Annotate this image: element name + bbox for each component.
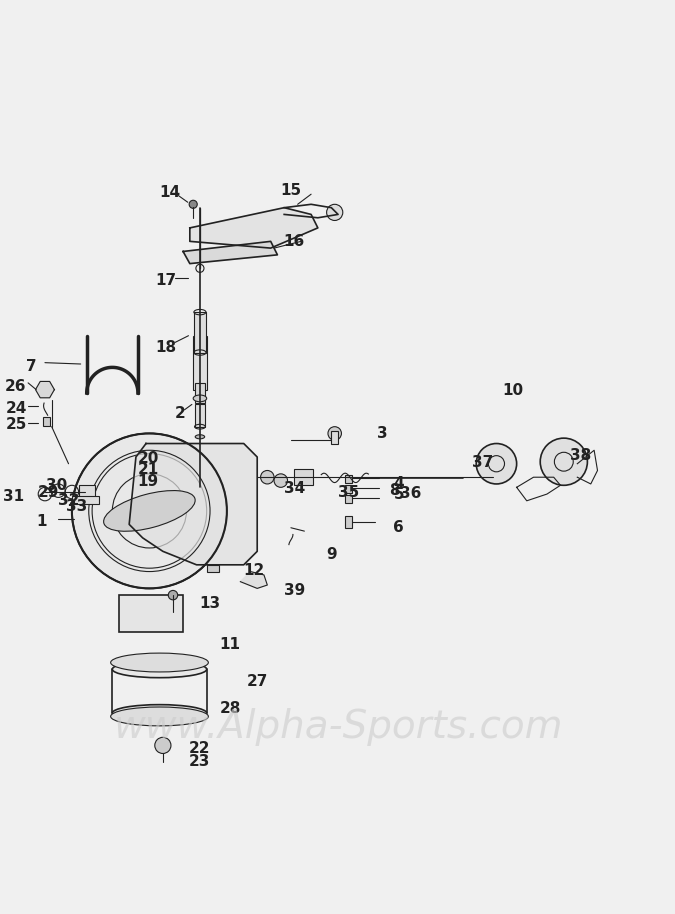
Text: 22: 22	[189, 740, 211, 756]
Text: 8: 8	[389, 484, 400, 498]
Text: 14: 14	[159, 186, 180, 200]
Text: 4: 4	[394, 476, 404, 492]
Bar	[72, 496, 99, 505]
Text: 25: 25	[5, 417, 26, 432]
Bar	[345, 475, 352, 484]
Text: 13: 13	[200, 596, 221, 611]
Text: 3: 3	[377, 426, 387, 441]
Text: 38: 38	[570, 448, 591, 463]
Bar	[193, 335, 207, 389]
Bar	[119, 595, 183, 632]
Text: 28: 28	[219, 701, 241, 716]
Text: 31: 31	[3, 489, 24, 504]
Text: 34: 34	[284, 481, 305, 496]
Circle shape	[540, 438, 587, 485]
Text: 6: 6	[394, 520, 404, 536]
Text: 27: 27	[246, 674, 268, 689]
Text: 33: 33	[66, 499, 87, 515]
Bar	[345, 485, 352, 494]
Bar	[43, 418, 50, 426]
Text: 36: 36	[400, 486, 421, 501]
Text: 7: 7	[26, 358, 36, 374]
Text: 16: 16	[284, 234, 305, 249]
Text: 26: 26	[5, 378, 27, 394]
Polygon shape	[183, 241, 277, 263]
Text: 24: 24	[5, 401, 26, 416]
Circle shape	[328, 427, 342, 441]
Bar	[194, 312, 206, 353]
Ellipse shape	[104, 491, 195, 531]
Bar	[294, 469, 313, 485]
Text: 11: 11	[220, 637, 241, 652]
Circle shape	[155, 738, 171, 753]
Text: 32: 32	[58, 494, 79, 508]
Bar	[345, 515, 352, 527]
Text: 21: 21	[138, 462, 159, 476]
Text: 35: 35	[338, 485, 359, 500]
Polygon shape	[36, 381, 55, 398]
Bar	[195, 383, 205, 403]
Polygon shape	[129, 443, 257, 565]
Text: 10: 10	[503, 384, 524, 399]
Text: 1: 1	[36, 514, 47, 528]
Polygon shape	[190, 207, 318, 248]
Text: 37: 37	[472, 455, 493, 470]
Bar	[331, 431, 338, 443]
Text: 5: 5	[394, 486, 404, 502]
Bar	[207, 565, 219, 571]
Ellipse shape	[112, 705, 207, 721]
Ellipse shape	[111, 654, 209, 672]
Ellipse shape	[193, 395, 207, 402]
Text: 18: 18	[156, 340, 177, 356]
Circle shape	[168, 590, 178, 600]
Text: 12: 12	[243, 563, 265, 578]
Circle shape	[72, 433, 227, 589]
Circle shape	[189, 200, 197, 208]
Text: 19: 19	[138, 474, 159, 489]
Bar	[79, 485, 95, 497]
Circle shape	[327, 205, 343, 220]
Text: 20: 20	[137, 451, 159, 466]
Polygon shape	[240, 571, 267, 589]
Text: 39: 39	[284, 583, 305, 598]
Ellipse shape	[112, 661, 207, 677]
Text: www.Alpha-Sports.com: www.Alpha-Sports.com	[113, 707, 563, 746]
Circle shape	[274, 473, 288, 487]
Ellipse shape	[195, 435, 205, 439]
Text: 2: 2	[174, 406, 185, 420]
Text: 29: 29	[38, 485, 59, 500]
Circle shape	[261, 471, 274, 484]
Bar	[345, 495, 352, 504]
Circle shape	[477, 443, 516, 484]
Text: 23: 23	[189, 754, 211, 769]
Text: 9: 9	[326, 547, 337, 562]
Text: 30: 30	[46, 478, 67, 493]
Text: 17: 17	[156, 273, 177, 288]
Ellipse shape	[111, 707, 209, 726]
Text: 15: 15	[280, 184, 302, 198]
Bar	[194, 404, 205, 427]
